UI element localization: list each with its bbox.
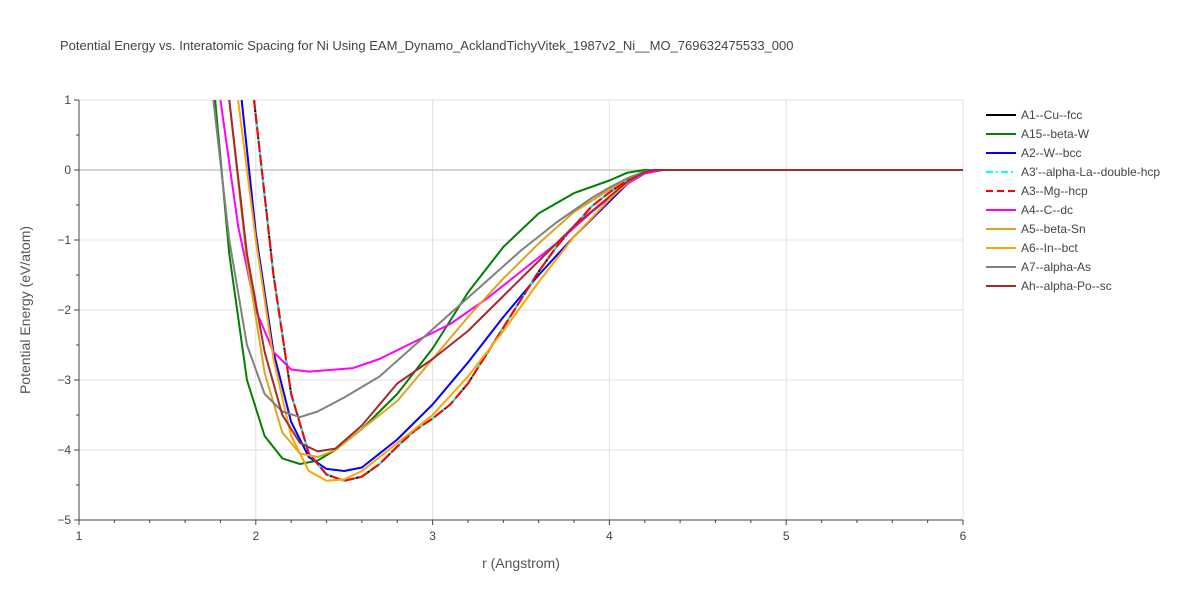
chart-title: Potential Energy vs. Interatomic Spacing… [60,38,793,53]
legend-item-a1-cu-fcc[interactable]: A1--Cu--fcc [986,108,1082,122]
legend-label: A3'--alpha-La--double-hcp [1021,165,1160,179]
y-axis-ticks: −5 −4 −3 −2 −1 0 1 [57,93,79,527]
series-line-a3-mg-hcp [253,100,963,482]
y-axis-title: Potential Energy (eV/atom) [17,226,33,394]
legend-item-a2-w-bcc[interactable]: A2--W--bcc [986,146,1081,160]
legend-label: A6--In--bct [1021,241,1078,255]
legend-item-ah-alpha-po-sc[interactable]: Ah--alpha-Po--sc [986,279,1112,293]
x-axis-title: r (Angstrom) [482,555,560,571]
legend-label: A4--C--dc [1021,203,1073,217]
legend-item-a15-beta-w[interactable]: A15--beta-W [986,127,1090,141]
y-tick-label: −1 [57,233,71,247]
series-line-a7-alpha-as [212,100,963,419]
x-tick-label: 2 [252,529,259,543]
x-tick-label: 3 [429,529,436,543]
legend-label: A7--alpha-As [1021,260,1091,274]
series-line-ah-alpha-po-sc [228,100,963,453]
legend-item-a3-alpha-la-double-hcp[interactable]: A3'--alpha-La--double-hcp [986,165,1160,179]
legend-item-a6-in-bct[interactable]: A6--In--bct [986,241,1078,255]
legend[interactable]: A1--Cu--fcc A15--beta-W A2--W--bcc A3'--alp… [986,108,1160,293]
y-tick-label: 1 [64,93,71,107]
legend-item-a4-c-dc[interactable]: A4--C--dc [986,203,1073,217]
legend-item-a3-mg-hcp[interactable]: A3--Mg--hcp [986,184,1088,198]
x-axis-ticks: 1 2 3 4 5 6 [76,520,967,543]
y-tick-label: −4 [57,443,71,457]
legend-label: A5--beta-Sn [1021,222,1086,236]
y-tick-label: 0 [64,163,71,177]
x-tick-label: 5 [783,529,790,543]
legend-item-a7-alpha-as[interactable]: A7--alpha-As [986,260,1091,274]
series-line-a15-beta-w [214,100,963,465]
x-tick-label: 6 [960,529,967,543]
x-tick-label: 4 [606,529,613,543]
data-series [212,100,963,482]
y-tick-label: −5 [57,513,71,527]
legend-label: A2--W--bcc [1021,146,1081,160]
legend-label: A1--Cu--fcc [1021,108,1082,122]
legend-label: A3--Mg--hcp [1021,184,1088,198]
legend-item-a5-beta-sn[interactable]: A5--beta-Sn [986,222,1086,236]
x-tick-label: 1 [76,529,83,543]
legend-label: Ah--alpha-Po--sc [1021,279,1112,293]
y-tick-label: −3 [57,373,71,387]
legend-label: A15--beta-W [1021,127,1090,141]
y-tick-label: −2 [57,303,71,317]
